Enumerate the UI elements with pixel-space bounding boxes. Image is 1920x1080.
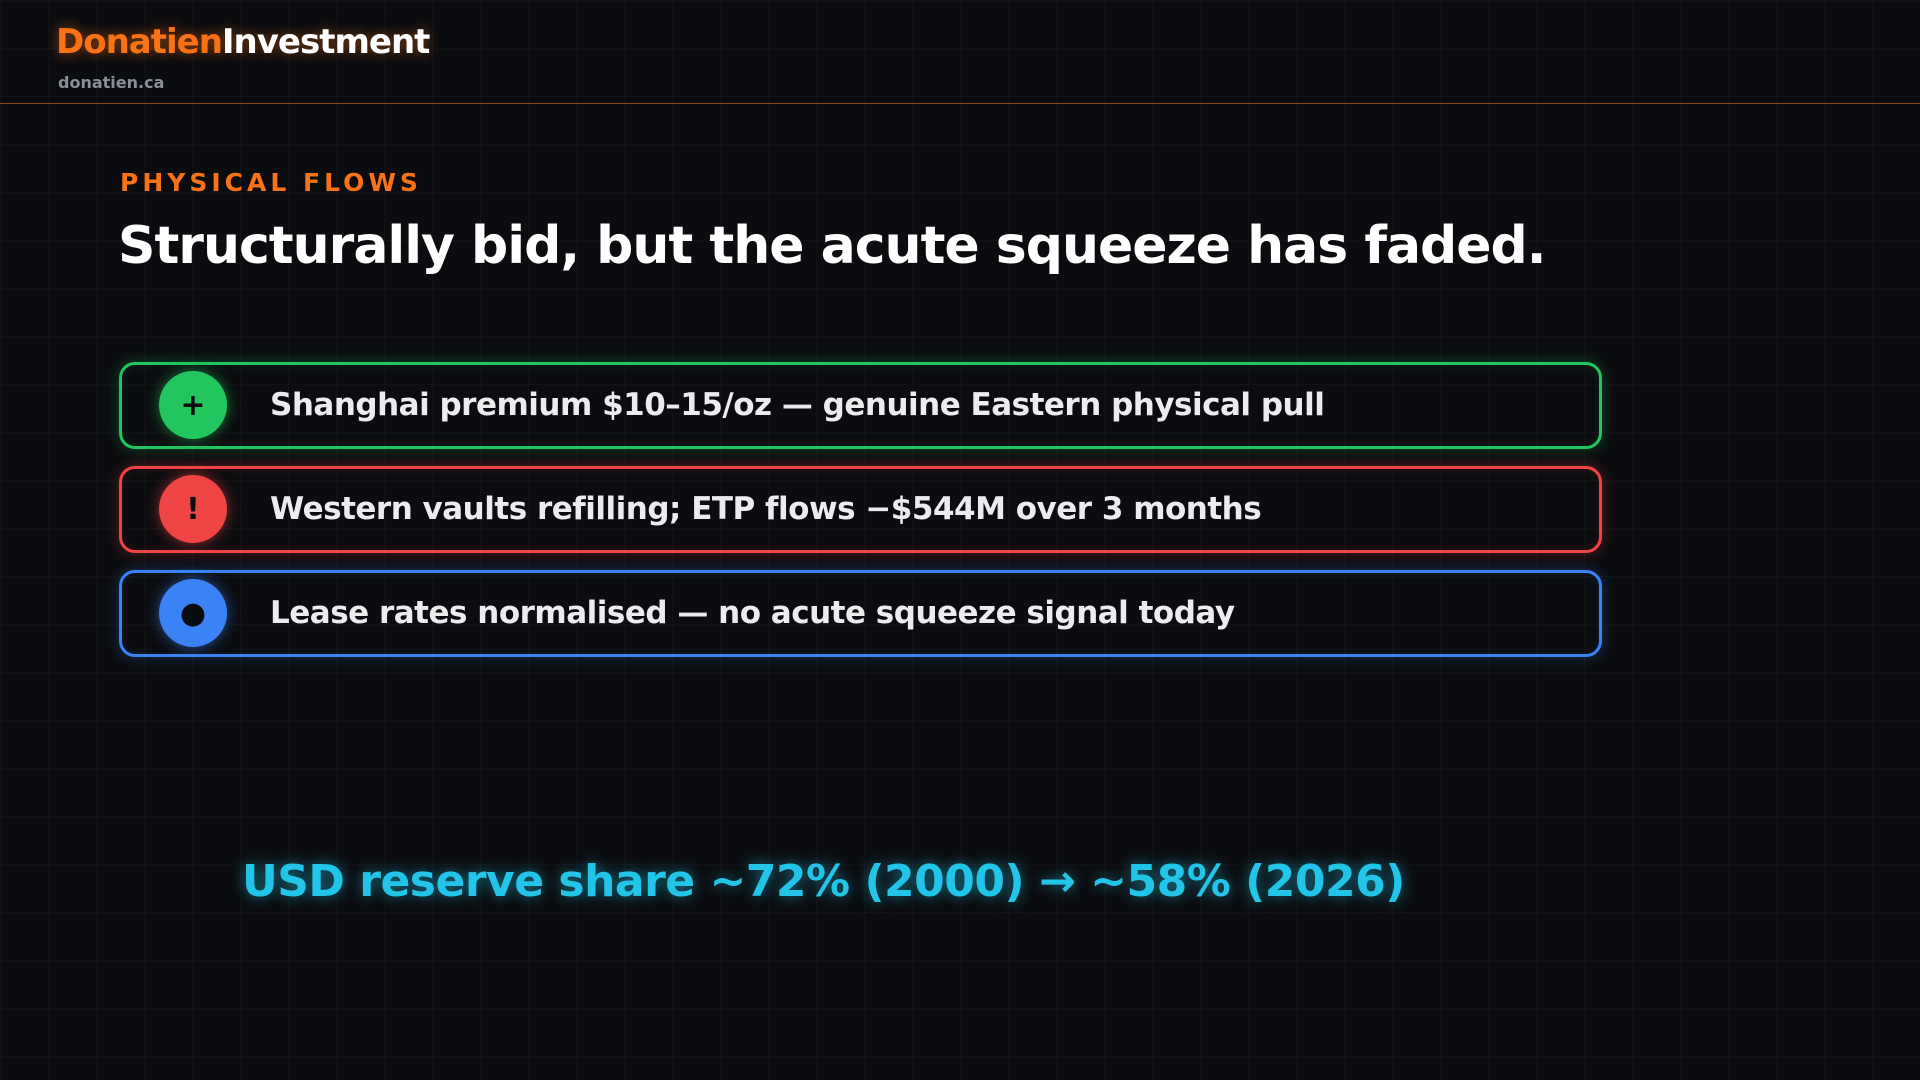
eyebrow: PHYSICAL FLOWS [120,168,422,197]
site-label: donatien.ca [58,73,165,92]
item-card: ! Western vaults refilling; ETP flows −$5… [119,466,1602,553]
item-icon: ● [159,579,227,647]
brand-primary: Donatien [56,22,223,62]
item-text: Western vaults refilling; ETP flows −$54… [270,491,1262,527]
item-text: Shanghai premium $10–15/oz — genuine Eas… [270,387,1325,423]
item-icon: + [159,371,227,439]
slide-title: Structurally bid, but the acute squeeze … [118,216,1547,276]
item-card: + Shanghai premium $10–15/oz — genuine Ea… [119,362,1602,449]
header: DonatienInvestment donatien.ca [0,0,1920,104]
brand-secondary: Investment [221,22,431,62]
item-text: Lease rates normalised — no acute squeez… [270,595,1235,631]
item-icon: ! [159,475,227,543]
item-card: ● Lease rates normalised — no acute squee… [119,570,1602,657]
brand: DonatienInvestment [56,22,431,62]
footer-stat: USD reserve share ~72% (2000) → ~58% (20… [242,856,1405,907]
